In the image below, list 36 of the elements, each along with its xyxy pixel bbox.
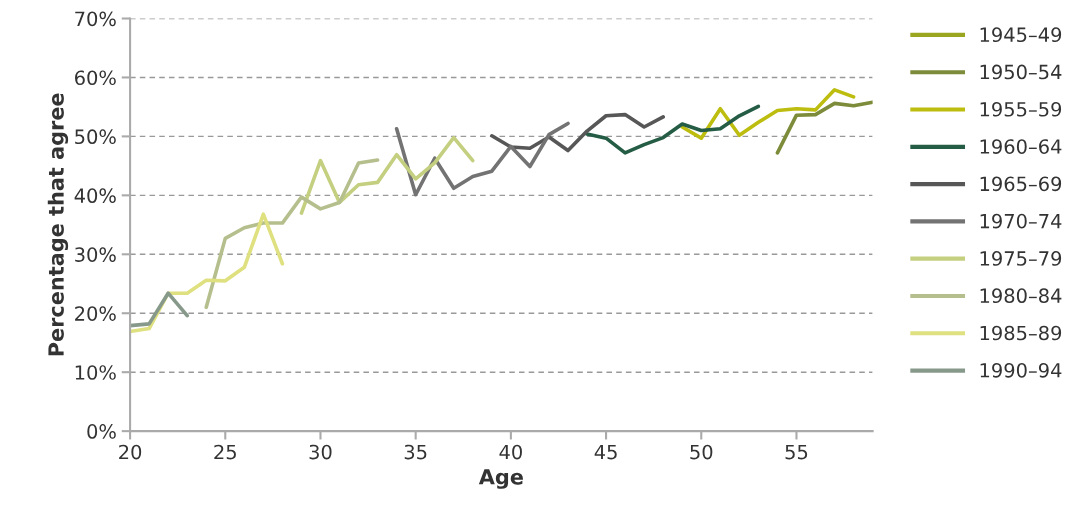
- legend-label: 1980–84: [980, 288, 1062, 304]
- x-tick-label: 45: [594, 444, 617, 460]
- y-tick-label: 50%: [75, 129, 116, 145]
- legend-label: 1970–74: [980, 213, 1062, 229]
- y-axis-title: Percentage that agree: [47, 93, 69, 356]
- line-series: [585, 104, 761, 155]
- legend-label: 1950–54: [980, 64, 1062, 80]
- y-tick-label: 20%: [75, 306, 116, 321]
- y-tick-label: 30%: [75, 247, 116, 262]
- legend-label: 1960–64: [980, 139, 1062, 154]
- line-series: [204, 158, 380, 310]
- legend-label: 1990–94: [980, 362, 1062, 378]
- line-series: [130, 291, 190, 328]
- x-tick-label: 30: [309, 444, 332, 460]
- x-tick-label: 50: [690, 444, 713, 460]
- legend-label: 1975–79: [980, 251, 1062, 266]
- legend-label: 1985–89: [980, 325, 1062, 341]
- x-tick-label: 25: [214, 444, 236, 460]
- y-tick-label: 10%: [75, 365, 116, 380]
- y-tick-label: 0%: [87, 424, 116, 439]
- x-axis-title: Age: [478, 469, 523, 489]
- legend-label: 1955–59: [980, 101, 1062, 117]
- legend-label: 1965–69: [980, 176, 1062, 192]
- x-tick-label: 40: [499, 444, 522, 460]
- line-series: [394, 121, 570, 197]
- line-series: [775, 100, 873, 155]
- y-tick-label: 70%: [75, 11, 116, 27]
- x-tick-label: 55: [785, 444, 808, 460]
- line-series: [680, 88, 856, 140]
- y-tick-label: 60%: [75, 70, 116, 86]
- legend-label: 1945–49: [980, 27, 1062, 43]
- x-tick-label: 20: [119, 444, 142, 460]
- x-tick-label: 35: [404, 444, 427, 460]
- line-series: [299, 135, 475, 215]
- line-series: [490, 112, 665, 153]
- y-tick-label: 40%: [74, 188, 116, 204]
